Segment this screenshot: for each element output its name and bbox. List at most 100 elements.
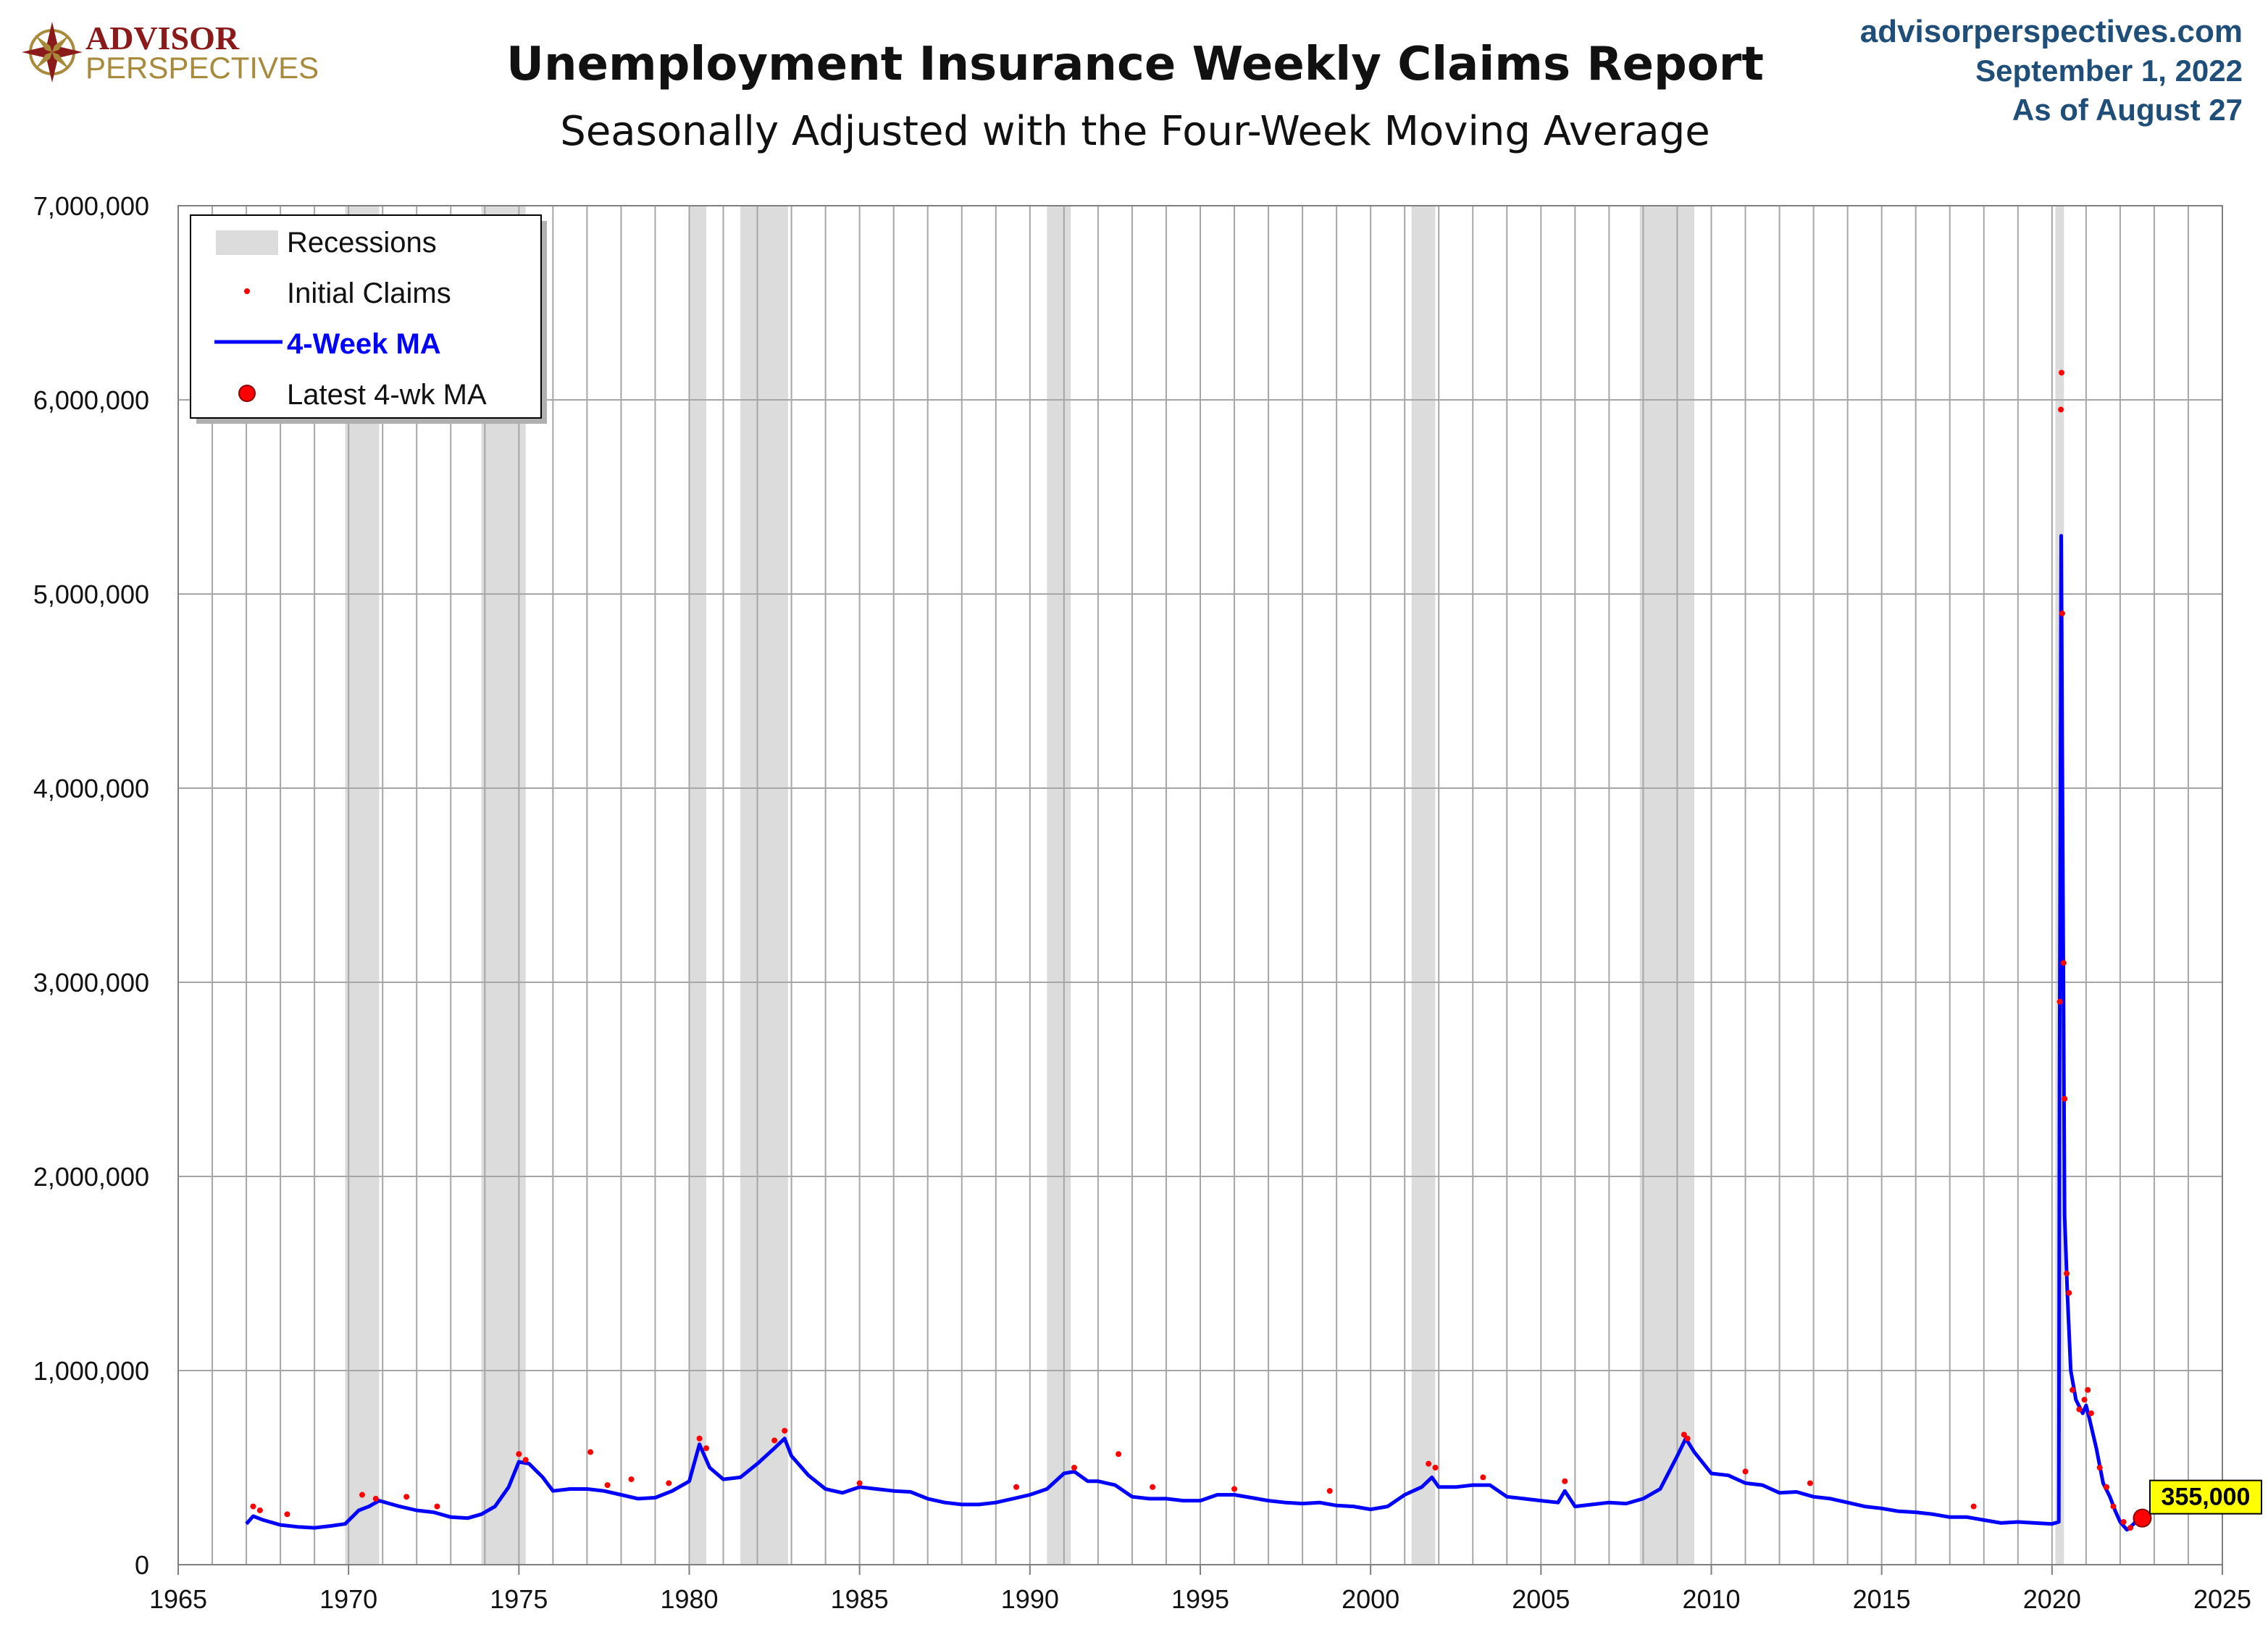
x-tick-label: 1970 bbox=[319, 1584, 377, 1614]
x-tick-label: 2005 bbox=[1512, 1584, 1570, 1614]
claims-point bbox=[666, 1480, 672, 1486]
x-tick-label: 1980 bbox=[660, 1584, 718, 1614]
claims-point bbox=[2104, 1484, 2110, 1490]
claims-point bbox=[2064, 1271, 2070, 1276]
claims-point bbox=[2070, 1386, 2076, 1393]
x-tick-label: 2000 bbox=[1342, 1584, 1399, 1614]
recession-band bbox=[345, 206, 380, 1565]
claims-point bbox=[1742, 1468, 1749, 1475]
claims-point bbox=[1684, 1435, 1691, 1442]
claims-point bbox=[696, 1435, 703, 1442]
y-tick-label: 5,000,000 bbox=[33, 580, 149, 609]
claims-point bbox=[1970, 1503, 1977, 1510]
legend-ma-label: 4-Week MA bbox=[287, 328, 441, 360]
y-tick-label: 1,000,000 bbox=[33, 1356, 149, 1386]
legend: Recessions Initial Claims 4-Week MA Late… bbox=[190, 214, 547, 424]
claims-point bbox=[1071, 1465, 1077, 1471]
claims-point bbox=[2062, 1095, 2068, 1102]
claims-point bbox=[2060, 960, 2067, 966]
claims-point bbox=[2058, 406, 2064, 413]
y-tick-label: 0 bbox=[135, 1550, 149, 1580]
recession-band bbox=[1411, 206, 1436, 1565]
claims-point bbox=[359, 1492, 365, 1498]
claims-point bbox=[856, 1480, 863, 1486]
logo-line1: ADVISOR bbox=[85, 20, 240, 57]
recession-band bbox=[740, 206, 788, 1565]
claims-point bbox=[1231, 1486, 1238, 1492]
claims-point bbox=[2076, 1406, 2083, 1413]
legend-recessions-label: Recessions bbox=[287, 227, 437, 259]
claims-point bbox=[771, 1437, 778, 1444]
gridlines bbox=[178, 206, 2222, 1565]
claims-point bbox=[1150, 1484, 1156, 1490]
x-tick-label: 2025 bbox=[2193, 1584, 2251, 1614]
claims-point bbox=[250, 1503, 256, 1510]
claims-point bbox=[2096, 1465, 2103, 1471]
x-tick-label: 1965 bbox=[149, 1584, 207, 1614]
claims-point bbox=[2110, 1503, 2117, 1510]
x-tick-label: 2020 bbox=[2023, 1584, 2081, 1614]
compass-rose-icon bbox=[22, 22, 83, 83]
claims-point bbox=[2059, 369, 2065, 376]
ma-line bbox=[245, 534, 2143, 1532]
claims-point bbox=[1013, 1484, 1020, 1490]
latest-marker-group: 355,000 bbox=[2133, 1479, 2262, 1528]
claims-point bbox=[782, 1428, 788, 1434]
y-tick-label: 3,000,000 bbox=[33, 968, 149, 997]
y-tick-label: 2,000,000 bbox=[33, 1162, 149, 1192]
claims-point bbox=[1681, 1431, 1687, 1438]
claims-point bbox=[2088, 1410, 2094, 1416]
legend-claims-dot bbox=[244, 288, 250, 294]
website-link[interactable]: advisorperspectives.com bbox=[1860, 14, 2243, 49]
legend-recession-swatch bbox=[216, 230, 278, 255]
claims-point bbox=[587, 1449, 594, 1455]
x-tick-label: 1990 bbox=[1001, 1584, 1059, 1614]
claims-point bbox=[256, 1507, 263, 1513]
claims-point bbox=[2081, 1397, 2088, 1403]
claims-point bbox=[2056, 998, 2063, 1005]
x-tick-label: 1975 bbox=[490, 1584, 548, 1614]
claims-point bbox=[516, 1451, 522, 1457]
chart-title: Unemployment Insurance Weekly Claims Rep… bbox=[506, 38, 1764, 91]
claims-point bbox=[2127, 1525, 2134, 1531]
claims-point bbox=[2085, 1386, 2091, 1393]
claims-point bbox=[1426, 1460, 1432, 1467]
y-axis: 0 1,000,000 2,000,000 3,000,000 4,000,000 5,0… bbox=[33, 191, 149, 1580]
claims-point bbox=[703, 1445, 710, 1452]
claims-point bbox=[2120, 1519, 2127, 1526]
logo-line2: PERSPECTIVES bbox=[85, 51, 319, 85]
claims-point bbox=[1432, 1465, 1439, 1471]
x-tick-label: 1985 bbox=[831, 1584, 889, 1614]
claims-point bbox=[628, 1476, 635, 1483]
legend-latest-marker bbox=[238, 385, 256, 402]
claims-point bbox=[403, 1494, 410, 1500]
as-of-date: As of August 27 bbox=[2012, 93, 2243, 127]
latest-value-label: 355,000 bbox=[2162, 1484, 2251, 1511]
series-4wk-ma bbox=[245, 534, 2143, 1532]
claims-point bbox=[1116, 1451, 1122, 1457]
claims-point bbox=[604, 1482, 611, 1489]
brand-logo: ADVISOR PERSPECTIVES bbox=[22, 20, 319, 85]
x-tick-label: 2010 bbox=[1682, 1584, 1740, 1614]
latest-value-box bbox=[2149, 1479, 2262, 1515]
y-tick-label: 7,000,000 bbox=[33, 191, 149, 221]
legend-latest-label: Latest 4-wk MA bbox=[287, 379, 487, 411]
x-tick-label: 1995 bbox=[1171, 1584, 1229, 1614]
report-date: September 1, 2022 bbox=[1975, 54, 2243, 88]
y-tick-label: 4,000,000 bbox=[33, 774, 149, 803]
claims-point bbox=[1326, 1488, 1333, 1494]
claims-point bbox=[522, 1457, 529, 1463]
claims-point bbox=[1480, 1474, 1486, 1481]
claims-point bbox=[2066, 1289, 2072, 1296]
claims-point bbox=[1562, 1478, 1568, 1484]
claims-point bbox=[1807, 1480, 1813, 1486]
y-tick-label: 6,000,000 bbox=[33, 385, 149, 415]
x-tick-label: 2015 bbox=[1853, 1584, 1911, 1614]
recession-band bbox=[1639, 206, 1694, 1565]
legend-claims-label: Initial Claims bbox=[287, 277, 451, 309]
claims-point bbox=[434, 1503, 440, 1510]
series-initial-claims bbox=[250, 369, 2144, 1531]
recession-band bbox=[689, 206, 707, 1565]
